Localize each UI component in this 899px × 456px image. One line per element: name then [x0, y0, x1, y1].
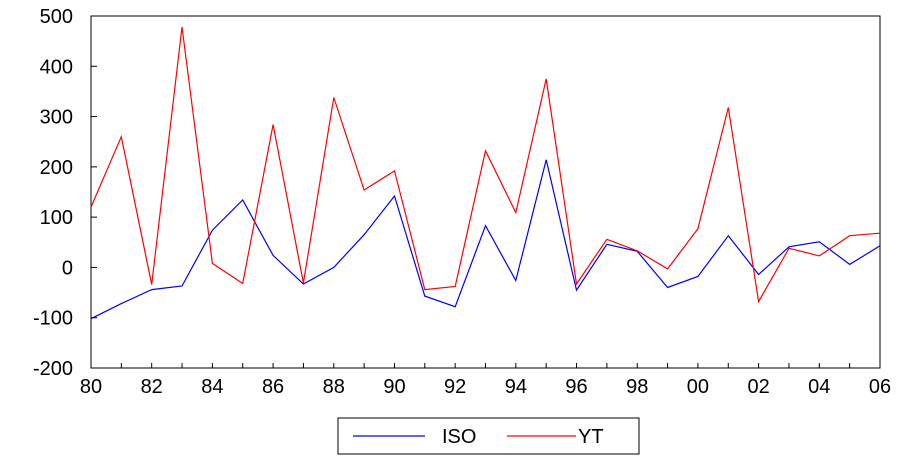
- x-tick-label: 06: [869, 376, 891, 398]
- series-line-yt: [90, 27, 881, 304]
- y-tick-label: 0: [62, 257, 73, 279]
- x-tick-label: 92: [444, 376, 466, 398]
- y-tick-label: 200: [40, 157, 73, 179]
- y-tick-label: 500: [40, 6, 73, 28]
- y-tick-label: -200: [33, 358, 73, 380]
- x-tick-label: 96: [565, 376, 587, 398]
- x-tick-label: 86: [262, 376, 284, 398]
- x-tick-label: 80: [80, 376, 102, 398]
- series-layer: [90, 27, 881, 320]
- x-tick-label: 02: [747, 376, 769, 398]
- y-tick-label: 300: [40, 107, 73, 129]
- x-tick-label: 00: [687, 376, 709, 398]
- x-tick-label: 84: [201, 376, 223, 398]
- legend-label-iso: ISO: [442, 426, 476, 448]
- plot-area: -200 -100 0 100 200 300 400 500 80 82 84 86 88 90 92 9…: [33, 6, 891, 398]
- x-tick-label: 90: [383, 376, 405, 398]
- x-tick-label: 94: [505, 376, 527, 398]
- x-tick-label: 88: [323, 376, 345, 398]
- y-tick-label: -100: [33, 308, 73, 330]
- x-tick-label: 04: [808, 376, 830, 398]
- legend: ISO YT: [337, 417, 640, 455]
- y-tick-label: 100: [40, 207, 73, 229]
- x-axis: 80 82 84 86 88 90 92 94 96 98 00 02 04 06: [80, 363, 891, 398]
- plot-frame: [90, 15, 881, 369]
- y-axis: -200 -100 0 100 200 300 400 500: [33, 6, 97, 380]
- legend-label-yt: YT: [578, 426, 604, 448]
- x-tick-label: 82: [141, 376, 163, 398]
- y-tick-label: 400: [40, 56, 73, 78]
- series-line-iso: [90, 159, 881, 320]
- x-tick-label: 98: [626, 376, 648, 398]
